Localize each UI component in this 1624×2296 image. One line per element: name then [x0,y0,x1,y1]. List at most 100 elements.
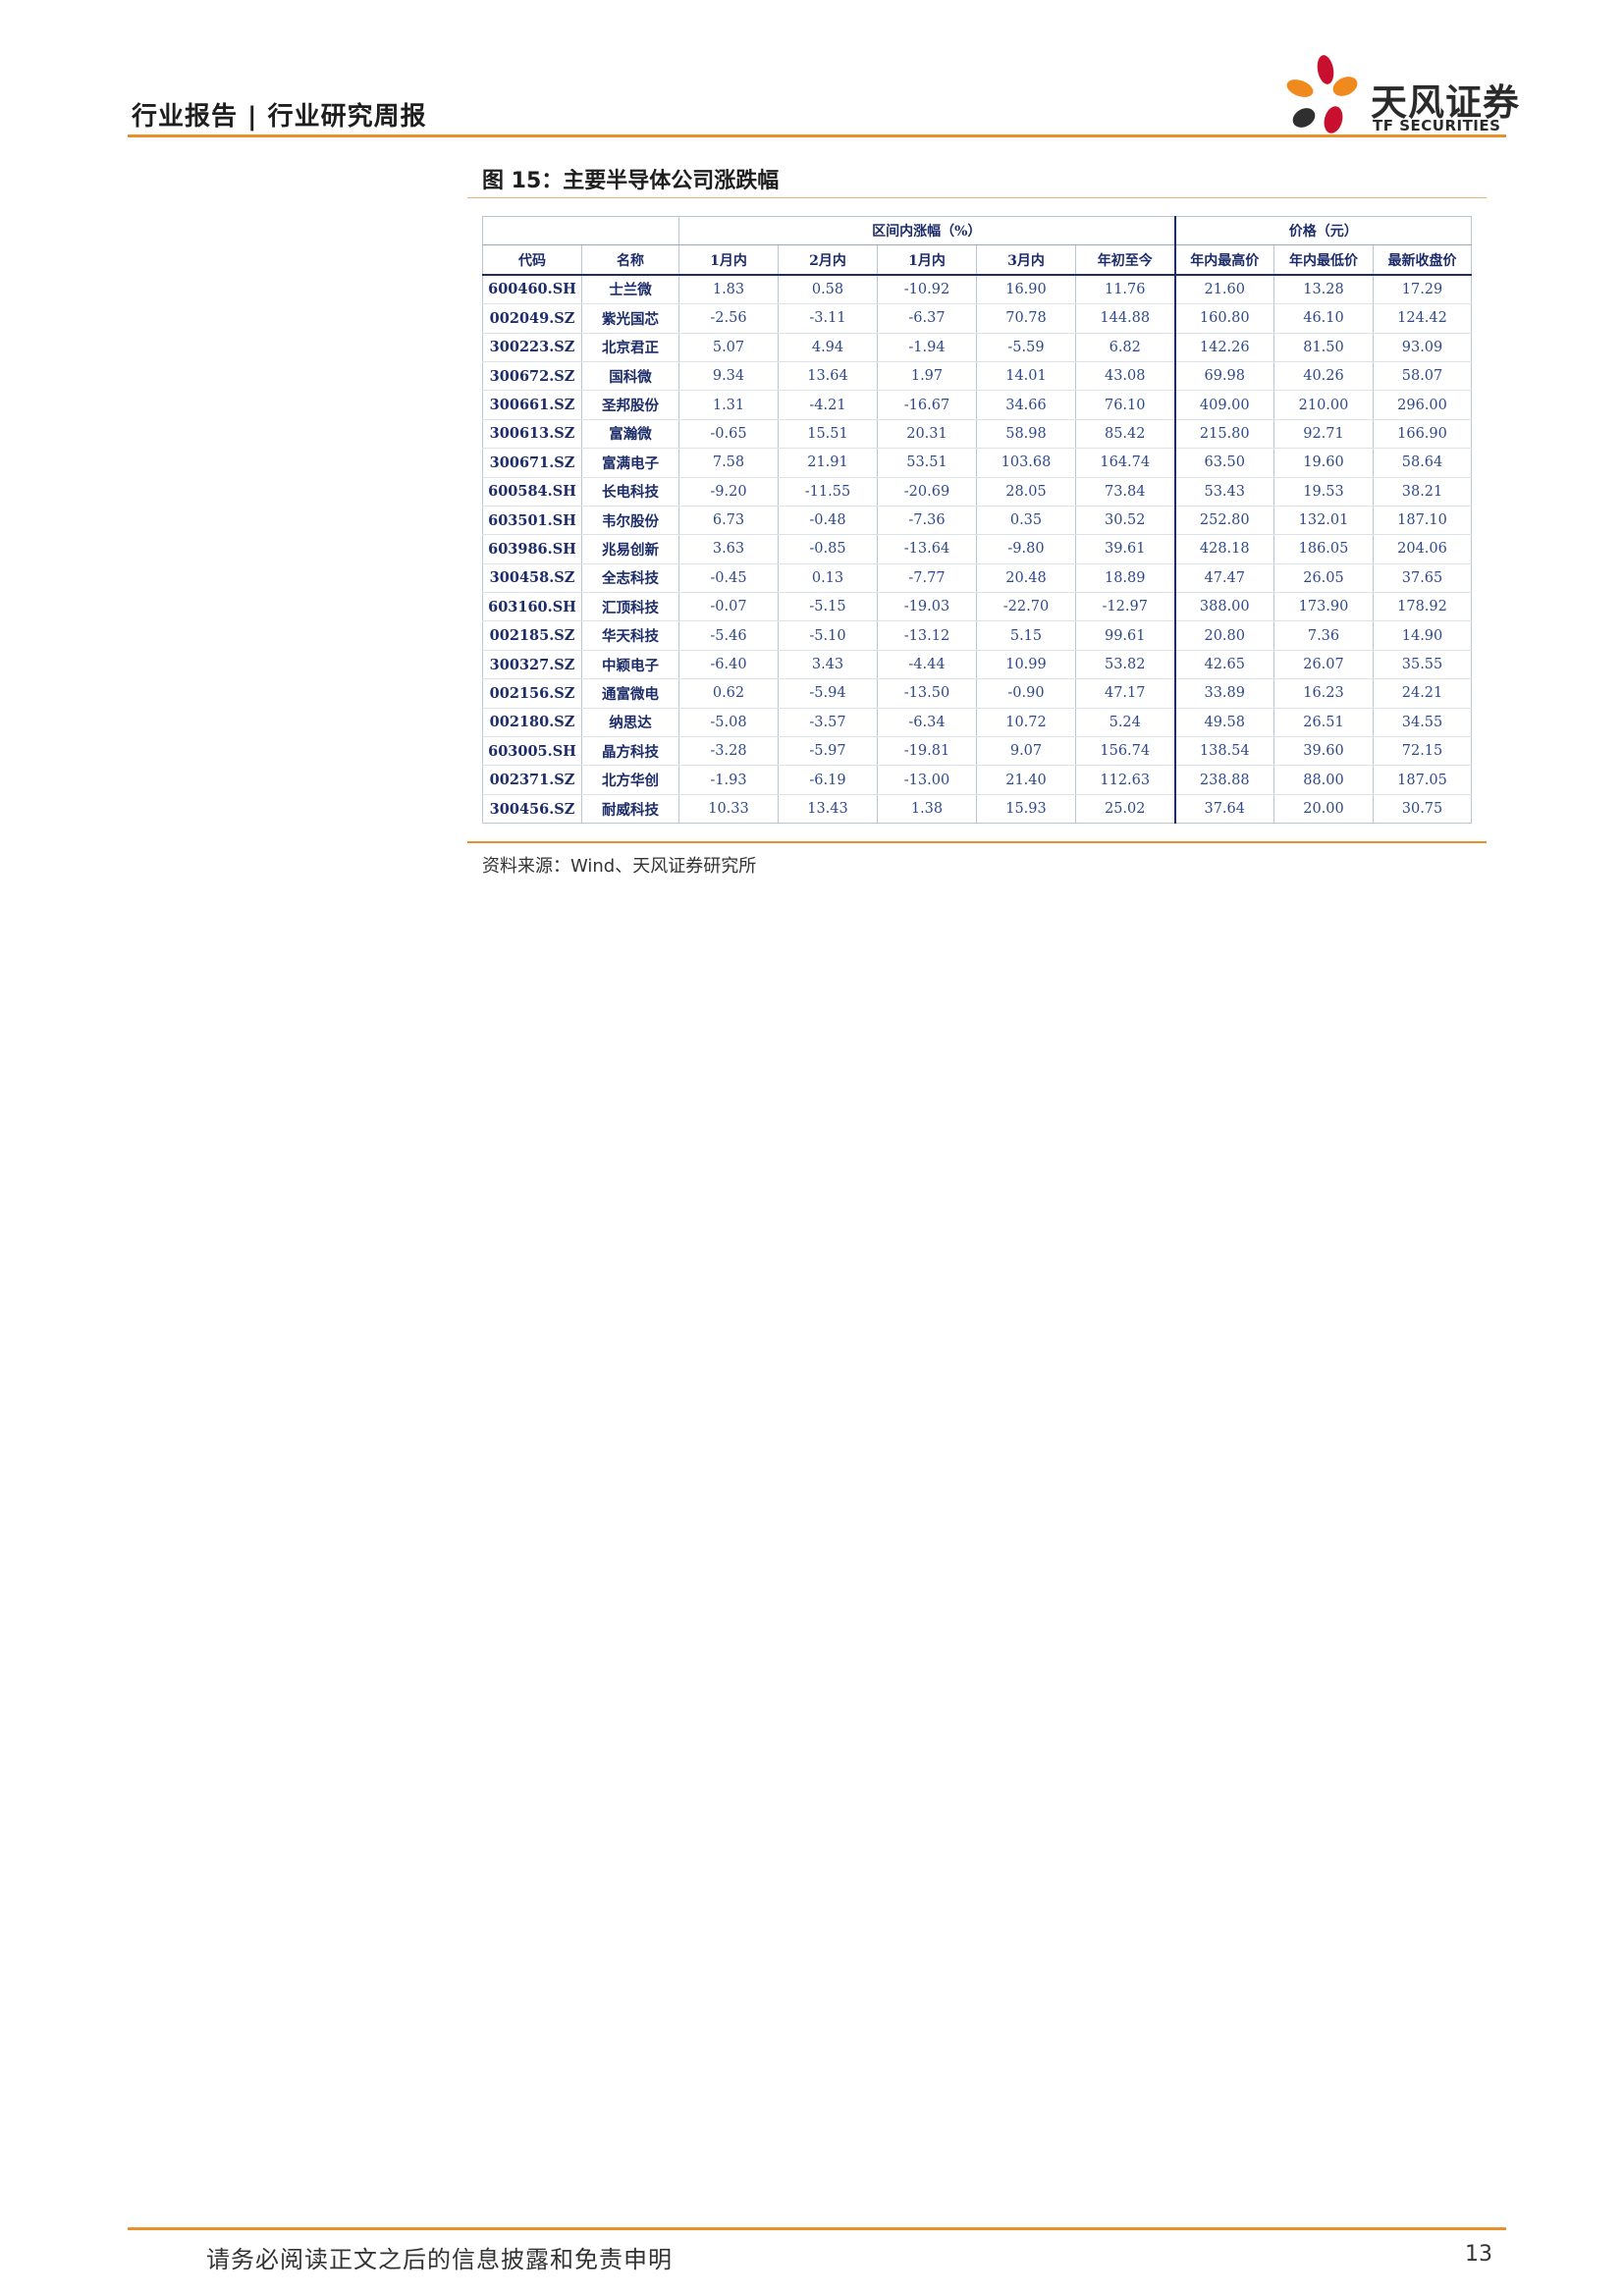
stock-code-cell: 300223.SZ [482,333,582,362]
value-cell: 30.75 [1373,794,1473,825]
value-cell: -5.15 [778,592,878,622]
value-cell: 6.73 [678,506,779,536]
value-cell: 19.53 [1273,477,1374,507]
value-cell: -5.46 [678,620,779,651]
table-row: 300613.SZ 富瀚微 -0.65 15.51 20.31 58.98 85.42 215… [482,419,1473,450]
value-cell: 3.63 [678,534,779,564]
value-cell: -3.11 [778,303,878,334]
stock-code-cell: 002371.SZ [482,765,582,795]
value-cell: 0.58 [778,274,878,305]
column-header: 年初至今 [1075,244,1176,276]
value-cell: 388.00 [1174,592,1274,622]
company-logo: 天风证券 TF SECURITIES [1282,55,1519,139]
page-number: 13 [1465,2242,1492,2267]
report-header-title: 行业报告 | 行业研究周报 [132,102,427,132]
value-cell: -3.28 [678,736,779,767]
column-header: 年内最低价 [1273,244,1374,276]
value-cell: 160.80 [1174,303,1274,334]
company-name-cell: 全志科技 [581,563,679,594]
value-cell: 20.48 [976,563,1076,594]
table-row: 300661.SZ 圣邦股份 1.31 -4.21 -16.67 34.66 76.10 40… [482,390,1473,420]
stock-code-cell: 600460.SH [482,274,582,305]
value-cell: -1.93 [678,765,779,795]
value-cell: 186.05 [1273,534,1374,564]
value-cell: -10.92 [877,274,977,305]
value-cell: 5.07 [678,333,779,362]
value-cell: 39.61 [1075,534,1176,564]
value-cell: 26.07 [1273,650,1374,680]
value-cell: 132.01 [1273,506,1374,536]
column-header: 1月内 [877,244,977,276]
value-cell: -13.12 [877,620,977,651]
value-cell: 142.26 [1174,333,1274,362]
value-cell: -6.40 [678,650,779,680]
value-cell: 16.90 [976,274,1076,305]
company-name-cell: 中颖电子 [581,650,679,680]
value-cell: 112.63 [1075,765,1176,795]
column-header: 1月内 [678,244,779,276]
value-cell: -5.97 [778,736,878,767]
column-header: 3月内 [976,244,1076,276]
value-cell: -9.20 [678,477,779,507]
figure-top-rule [467,197,1487,198]
value-cell: 10.33 [678,794,779,825]
value-cell: 138.54 [1174,736,1274,767]
column-header: 名称 [581,244,679,276]
stock-code-cell: 600584.SH [482,477,582,507]
value-cell: 33.89 [1174,678,1274,709]
value-cell: -19.81 [877,736,977,767]
value-cell: 103.68 [976,448,1076,478]
value-cell: 17.29 [1373,274,1473,305]
value-cell: 47.17 [1075,678,1176,709]
company-name-cell: 耐威科技 [581,794,679,825]
value-cell: 10.99 [976,650,1076,680]
value-cell: 76.10 [1075,390,1176,420]
value-cell: 13.28 [1273,274,1374,305]
company-name-cell: 晶方科技 [581,736,679,767]
table-row: 603501.SH 韦尔股份 6.73 -0.48 -7.36 0.35 30.52 252.… [482,506,1473,536]
value-cell: -0.65 [678,419,779,450]
value-cell: 0.62 [678,678,779,709]
value-cell: 9.34 [678,361,779,392]
value-cell: 42.65 [1174,650,1274,680]
value-cell: -13.50 [877,678,977,709]
value-cell: 1.38 [877,794,977,825]
table-row: 300671.SZ 富满电子 7.58 21.91 53.51 103.68 164.74 6… [482,448,1473,478]
value-cell: 30.52 [1075,506,1176,536]
value-cell: 20.00 [1273,794,1374,825]
value-cell: 15.93 [976,794,1076,825]
stock-code-cell: 603501.SH [482,506,582,536]
value-cell: 252.80 [1174,506,1274,536]
value-cell: 99.61 [1075,620,1176,651]
stock-code-cell: 300613.SZ [482,419,582,450]
value-cell: 144.88 [1075,303,1176,334]
table-row: 300456.SZ 耐威科技 10.33 13.43 1.38 15.93 25.02 37.… [482,794,1473,825]
company-name-cell: 通富微电 [581,678,679,709]
value-cell: 204.06 [1373,534,1473,564]
footer-disclaimer: 请务必阅读正文之后的信息披露和免责申明 [206,2246,673,2273]
value-cell: 3.43 [778,650,878,680]
value-cell: -5.94 [778,678,878,709]
value-cell: -1.94 [877,333,977,362]
value-cell: -3.57 [778,708,878,738]
value-cell: 37.65 [1373,563,1473,594]
value-cell: 21.60 [1174,274,1274,305]
value-cell: -13.00 [877,765,977,795]
company-name-cell: 长电科技 [581,477,679,507]
table-row: 002180.SZ 纳思达 -5.08 -3.57 -6.34 10.72 5.24 49.5… [482,708,1473,738]
value-cell: 7.58 [678,448,779,478]
table-row: 603160.SH 汇顶科技 -0.07 -5.15 -19.03 -22.70 -12.9… [482,592,1473,622]
value-cell: 156.74 [1075,736,1176,767]
value-cell: -5.08 [678,708,779,738]
semiconductor-price-table: 区间内涨幅（%） 价格（元） 代码 名称 1月内 2月内 1月内 3月内 年初至… [482,215,1473,825]
value-cell: 72.15 [1373,736,1473,767]
value-cell: -5.10 [778,620,878,651]
stock-code-cell: 300671.SZ [482,448,582,478]
value-cell: 14.01 [976,361,1076,392]
value-cell: 63.50 [1174,448,1274,478]
figure-title: 图 15：主要半导体公司涨跌幅 [482,169,780,193]
value-cell: 38.21 [1373,477,1473,507]
value-cell: -0.45 [678,563,779,594]
value-cell: -20.69 [877,477,977,507]
value-cell: 164.74 [1075,448,1176,478]
